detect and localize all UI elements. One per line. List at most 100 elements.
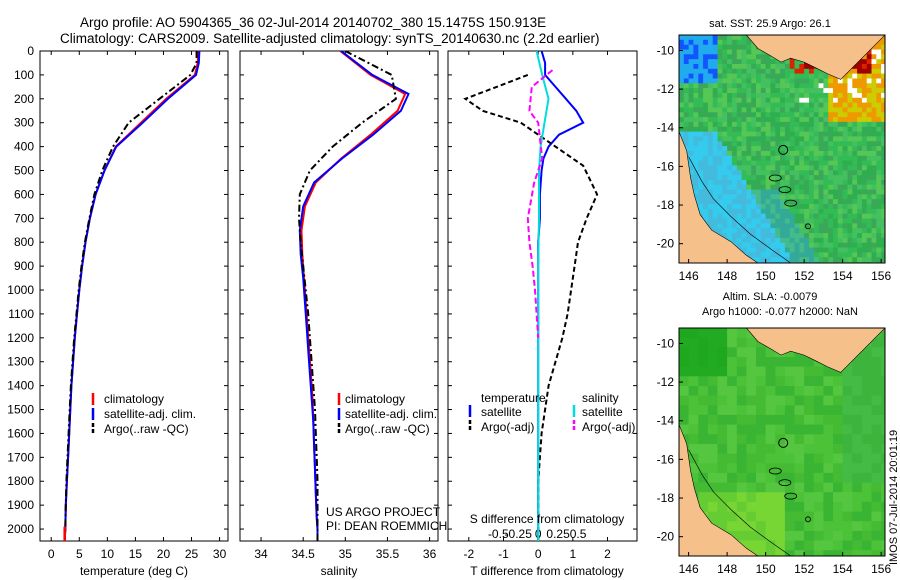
map-cell [722, 146, 728, 152]
map-cell [861, 78, 868, 84]
map-x-tick-label: 150 [756, 562, 776, 576]
map-cell [784, 112, 791, 118]
map-cell [707, 199, 714, 205]
map-cell [707, 97, 714, 104]
map-cell [736, 73, 743, 79]
map-cell [852, 366, 863, 377]
map-cell [688, 93, 694, 99]
map-cell [804, 112, 810, 118]
map-cell [693, 117, 699, 123]
map-cell [770, 131, 776, 137]
map-cell [818, 228, 824, 234]
map-cell [789, 242, 796, 249]
map-cell [794, 121, 800, 128]
map-cell [833, 414, 844, 426]
map-cell [698, 376, 709, 387]
map-cell [861, 93, 868, 99]
map-cell [765, 453, 776, 464]
x-tick-label: 35.5 [376, 547, 400, 561]
map-cell [741, 170, 747, 176]
map-cell [813, 213, 820, 220]
map-cell [828, 126, 834, 133]
map-cell [871, 73, 877, 79]
map-cell [746, 521, 757, 532]
map-cell [871, 208, 877, 215]
map-cell [698, 83, 704, 89]
map-cell [833, 463, 844, 474]
map-cell [693, 93, 699, 99]
map-cell [770, 136, 776, 142]
map-cell [823, 434, 834, 445]
map-cell [712, 208, 719, 215]
reef-outline [778, 186, 792, 194]
map-cell [833, 189, 839, 195]
map-cell [770, 68, 776, 75]
map-cell [736, 165, 743, 171]
map-cell [876, 189, 882, 195]
map-cell [866, 175, 873, 181]
map-cell [756, 165, 762, 171]
map-cell [818, 78, 824, 84]
map-cell [780, 160, 786, 166]
map-cell [871, 242, 877, 249]
map-cell [852, 257, 858, 263]
map-cell [881, 160, 885, 166]
map-cell [688, 434, 699, 445]
map-cell [876, 204, 882, 210]
map-cell [813, 78, 820, 84]
map-cell [813, 376, 824, 387]
map-cell [876, 97, 882, 104]
map-cell [813, 68, 820, 75]
map-cell [712, 223, 719, 229]
map-cell [736, 223, 743, 229]
map-cell [799, 97, 805, 104]
map-cell [751, 228, 757, 234]
map-cell [727, 131, 733, 137]
map-cell [756, 511, 767, 522]
map-cell [693, 88, 699, 94]
map-cell [693, 165, 699, 171]
map-cell [756, 155, 762, 162]
map-cell [842, 160, 848, 166]
map-cell [881, 237, 885, 244]
map-cell [784, 511, 796, 522]
map-cell [818, 73, 824, 79]
map-cell [722, 184, 728, 191]
map-cell [828, 179, 834, 186]
map-cell [688, 160, 694, 166]
map-cell [828, 242, 834, 249]
map-cell [852, 540, 863, 551]
map-cell [746, 233, 752, 239]
map-cell [799, 126, 805, 133]
map-cell [813, 141, 820, 147]
map-cell [698, 97, 704, 104]
map-cell [746, 102, 752, 108]
map-cell [756, 68, 762, 75]
map-cell [780, 97, 786, 104]
map-cell [688, 405, 699, 416]
map-cell [756, 97, 762, 104]
map-cell [794, 131, 800, 137]
map-cell [760, 131, 767, 137]
map-cell [861, 141, 868, 147]
map-cell [717, 347, 728, 358]
map-cell [881, 482, 885, 493]
map-cell [813, 160, 820, 166]
map-cell [833, 550, 844, 556]
map-cell [760, 146, 767, 152]
map-cell [679, 328, 690, 339]
map-cell [765, 93, 771, 99]
map-cell [717, 170, 723, 176]
map-cell [857, 107, 863, 113]
map-cell [809, 126, 815, 133]
map-cell [847, 228, 853, 234]
map-cell [871, 434, 882, 445]
map-cell [760, 228, 767, 234]
map-cell [765, 482, 776, 493]
map-cell [847, 112, 853, 118]
map-cell [703, 126, 709, 133]
map-cell [881, 347, 885, 358]
map-cell [842, 213, 848, 220]
map-cell [809, 199, 815, 205]
map-cell [717, 223, 723, 229]
